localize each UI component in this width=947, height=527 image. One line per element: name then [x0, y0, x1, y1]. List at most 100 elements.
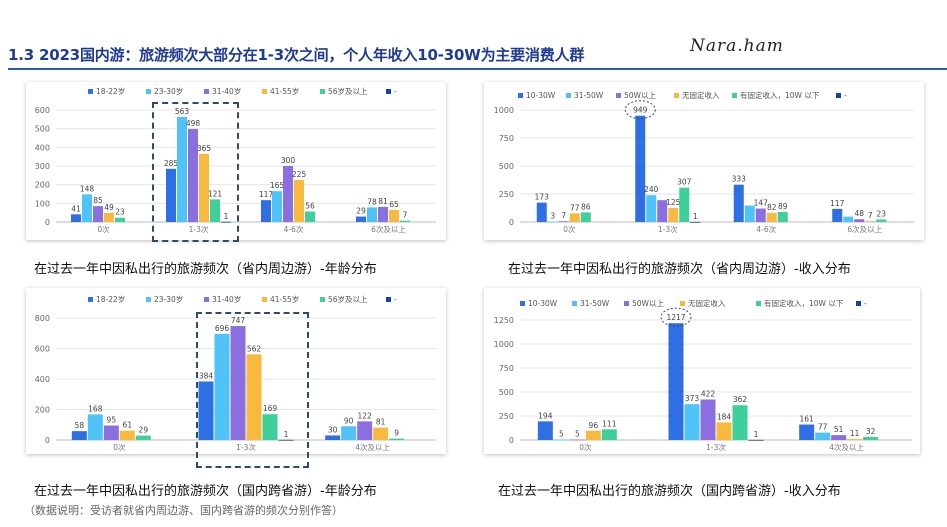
legend-label: 23-30岁: [154, 294, 183, 304]
legend-swatch: [756, 301, 761, 306]
legend-swatch: [262, 297, 267, 302]
caption-local-income: 在过去一年中因私出行的旅游频次（省内周边游）-收入分布: [508, 262, 851, 277]
bar: [863, 436, 879, 440]
bar: [876, 219, 887, 222]
y-tick-label: 250: [499, 190, 514, 199]
bar: [684, 404, 700, 440]
bar: [690, 221, 701, 223]
data-label: 41: [71, 204, 81, 213]
legend-swatch: [674, 93, 679, 98]
legend-swatch: [732, 93, 737, 98]
legend-swatch: [146, 89, 151, 94]
data-label: 161: [800, 415, 815, 424]
legend-label: 无固定收入: [682, 90, 720, 100]
data-label: 51: [834, 425, 844, 434]
legend-swatch: [566, 93, 571, 98]
bar: [177, 116, 187, 222]
bar: [325, 435, 341, 440]
data-label: 1: [693, 212, 698, 221]
x-tick-label: 1-3次: [236, 442, 256, 452]
data-label: 122: [358, 411, 373, 420]
legend-label: 50W以上: [632, 299, 664, 308]
legend-swatch: [146, 297, 151, 302]
bar: [668, 208, 679, 222]
data-label: 498: [186, 119, 201, 128]
data-label: 169: [263, 404, 278, 413]
legend-label: 50W以上: [624, 91, 656, 100]
bar: [294, 180, 304, 222]
caption-cross-age: 在过去一年中因私出行的旅游频次（国内跨省游）-年龄分布: [34, 484, 377, 499]
data-label: 65: [389, 200, 399, 209]
legend-swatch: [204, 297, 209, 302]
y-tick-label: 400: [35, 143, 50, 152]
chart-cross-income: 0 250 500 750 1000 1250 10-30W 31-50W 50W以上 无固定收入…: [494, 298, 912, 452]
legend-label: 无固定收入: [688, 298, 726, 308]
legend-label: 有固定收入，10W 以下: [764, 298, 844, 308]
bar: [188, 129, 198, 222]
legend-label: 41-55岁: [270, 86, 299, 96]
bar: [815, 432, 831, 440]
legend-swatch: [836, 93, 841, 98]
data-label: 1: [754, 430, 759, 439]
bar: [373, 427, 389, 440]
data-label: 29: [356, 207, 366, 216]
bar: [283, 166, 293, 222]
bar: [732, 405, 748, 440]
data-label: 373: [685, 394, 700, 403]
data-label: 7: [561, 211, 566, 220]
data-label: 194: [538, 411, 553, 420]
x-tick-label: 4-6次: [756, 224, 776, 234]
bar: [71, 214, 81, 222]
chart-panel-local-age: 0 100 200 300 400 500 600 18-22岁 23-30岁 31-40岁 41-…: [26, 82, 446, 240]
data-label: 184: [717, 412, 732, 421]
y-tick-label: 500: [499, 162, 514, 171]
y-tick-label: 300: [35, 162, 50, 171]
bar: [558, 221, 569, 223]
data-label: 307: [677, 178, 692, 187]
chart-panel-local-income: 0 250 500 750 1000 10-30W 31-50W 50W以上 无固定收入 有固定收…: [484, 82, 924, 240]
data-label: 1: [284, 430, 289, 439]
bar: [367, 207, 377, 222]
legend-swatch: [204, 89, 209, 94]
x-tick-label: 1-3次: [658, 224, 678, 234]
data-label: 9: [394, 429, 399, 438]
data-label: 30: [328, 425, 338, 434]
data-label: 32: [866, 427, 876, 436]
data-label: 89: [778, 202, 788, 211]
bar: [847, 438, 863, 440]
legend-label: 56岁及以上: [328, 86, 368, 96]
x-tick-label: 6次及以上: [847, 224, 882, 234]
data-label: 77: [818, 423, 828, 432]
x-tick-label: 1-3次: [706, 442, 726, 452]
highlight-box-cross: [196, 312, 309, 468]
legend-swatch: [520, 301, 525, 306]
data-label: 7: [868, 211, 873, 220]
bar: [389, 438, 405, 440]
bar: [357, 421, 373, 440]
highlight-box-local: [152, 102, 239, 242]
bar: [679, 187, 690, 222]
data-label: 78: [367, 197, 377, 206]
bar: [115, 217, 125, 222]
bar: [766, 212, 777, 222]
data-label: 240: [644, 185, 659, 194]
data-label: 81: [376, 418, 386, 427]
legend-swatch: [88, 297, 93, 302]
legend-swatch: [616, 93, 621, 98]
x-tick-label: 1-3次: [189, 224, 209, 234]
data-label: 563: [175, 107, 190, 116]
y-tick-label: 500: [35, 125, 50, 134]
legend-swatch: [624, 301, 629, 306]
data-label: 300: [281, 156, 296, 165]
data-label: 121: [208, 189, 223, 198]
y-tick-label: 600: [35, 345, 50, 354]
legend-label: 10-30W: [528, 299, 558, 308]
x-tick-label: 4次及以上: [355, 442, 390, 452]
bar: [580, 212, 591, 222]
data-label: 96: [589, 421, 599, 430]
legend-label: -: [394, 87, 397, 96]
y-tick-label: 0: [45, 436, 50, 445]
legend-label: -: [394, 295, 397, 304]
bar: [389, 209, 399, 222]
